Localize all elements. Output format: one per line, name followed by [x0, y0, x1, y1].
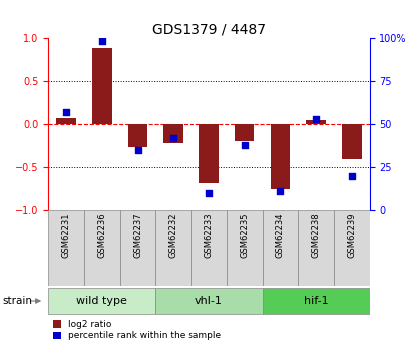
- Bar: [298, 210, 334, 286]
- Bar: [155, 288, 262, 314]
- Bar: [262, 288, 370, 314]
- Point: [349, 173, 355, 179]
- Bar: [227, 210, 262, 286]
- Bar: [92, 48, 112, 124]
- Text: vhl-1: vhl-1: [195, 296, 223, 306]
- Text: GSM62238: GSM62238: [312, 213, 320, 258]
- Point: [206, 190, 212, 196]
- Bar: [306, 120, 326, 124]
- Point: [170, 135, 177, 141]
- Bar: [163, 124, 183, 143]
- Bar: [120, 210, 155, 286]
- Bar: [56, 118, 76, 124]
- Bar: [262, 210, 298, 286]
- Text: GSM62236: GSM62236: [97, 213, 106, 258]
- Bar: [48, 288, 155, 314]
- Bar: [334, 210, 370, 286]
- Text: GSM62234: GSM62234: [276, 213, 285, 258]
- Text: hif-1: hif-1: [304, 296, 328, 306]
- Text: GSM62233: GSM62233: [205, 213, 213, 258]
- Point: [63, 109, 70, 115]
- Bar: [235, 124, 255, 141]
- Text: strain: strain: [2, 296, 32, 306]
- Text: GSM62232: GSM62232: [169, 213, 178, 258]
- Title: GDS1379 / 4487: GDS1379 / 4487: [152, 23, 266, 37]
- Legend: log2 ratio, percentile rank within the sample: log2 ratio, percentile rank within the s…: [53, 320, 221, 341]
- Bar: [48, 210, 84, 286]
- Point: [241, 142, 248, 148]
- Bar: [270, 124, 290, 189]
- Text: wild type: wild type: [76, 296, 127, 306]
- Point: [98, 39, 105, 44]
- Point: [134, 147, 141, 153]
- Bar: [199, 124, 219, 183]
- Text: GSM62239: GSM62239: [347, 213, 356, 258]
- Bar: [342, 124, 362, 159]
- Bar: [191, 210, 227, 286]
- Text: GSM62235: GSM62235: [240, 213, 249, 258]
- Text: GSM62237: GSM62237: [133, 213, 142, 258]
- Point: [312, 116, 319, 122]
- Point: [277, 189, 284, 194]
- Bar: [155, 210, 191, 286]
- Bar: [84, 210, 120, 286]
- Bar: [128, 124, 147, 148]
- Text: GSM62231: GSM62231: [62, 213, 71, 258]
